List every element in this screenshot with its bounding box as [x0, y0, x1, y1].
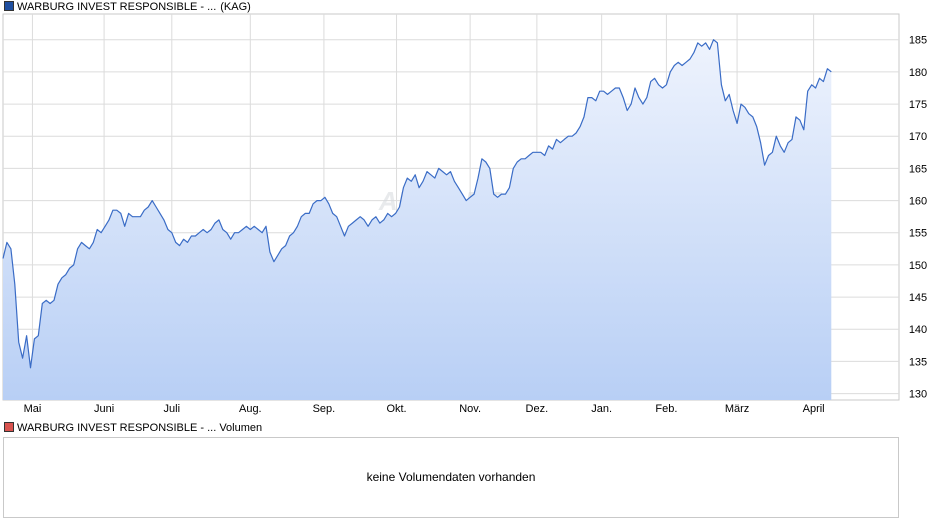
x-tick-label: März: [725, 403, 749, 415]
x-tick-label: April: [803, 403, 825, 415]
volume-legend-label: WARBURG INVEST RESPONSIBLE - ... Volumen: [17, 422, 263, 434]
y-tick-label: 135: [909, 356, 927, 368]
x-tick-label: Dez.: [526, 403, 549, 415]
y-tick-label: 145: [909, 292, 927, 304]
y-tick-label: 155: [909, 228, 927, 240]
y-tick-label: 150: [909, 260, 927, 272]
x-tick-label: Mai: [24, 403, 42, 415]
volume-panel: keine Volumendaten vorhanden: [3, 437, 899, 518]
y-tick-label: 180: [909, 67, 927, 79]
price-legend-label: WARBURG INVEST RESPONSIBLE - ...: [17, 1, 217, 13]
x-tick-label: Jan.: [591, 403, 612, 415]
x-axis-ticks: Mai Juni Juli Aug. Sep. Okt. Nov. Dez. Jan. Feb. M…: [24, 403, 825, 415]
y-tick-label: 130: [909, 389, 927, 401]
price-line: [2, 39, 832, 369]
volume-legend: WARBURG INVEST RESPONSIBLE - ... Volumen: [4, 421, 262, 435]
y-tick-label: 185: [909, 35, 927, 47]
x-tick-label: Feb.: [655, 403, 677, 415]
x-tick-label: Okt.: [386, 403, 406, 415]
price-area: [3, 39, 832, 400]
y-tick-label: 160: [909, 196, 927, 208]
x-tick-label: Juni: [94, 403, 114, 415]
y-tick-label: 175: [909, 99, 927, 111]
y-tick-label: 165: [909, 163, 927, 175]
price-chart: ARIVA.DE 1301351401451501551601651701751…: [2, 13, 927, 415]
x-tick-label: Sep.: [313, 403, 336, 415]
y-axis-ticks: 130 135 140 145 150 155 160 165 170 175 180 185: [909, 35, 927, 401]
x-tick-label: Nov.: [459, 403, 481, 415]
volume-legend-swatch: [4, 422, 14, 432]
volume-empty-message: keine Volumendaten vorhanden: [366, 470, 536, 484]
y-tick-label: 170: [909, 131, 927, 143]
y-tick-label: 140: [909, 324, 927, 336]
x-tick-label: Aug.: [239, 403, 262, 415]
price-legend-type: (KAG): [220, 1, 251, 13]
price-legend-swatch: [4, 1, 14, 11]
price-legend: WARBURG INVEST RESPONSIBLE - ... (KAG): [4, 0, 251, 14]
x-tick-label: Juli: [164, 403, 181, 415]
